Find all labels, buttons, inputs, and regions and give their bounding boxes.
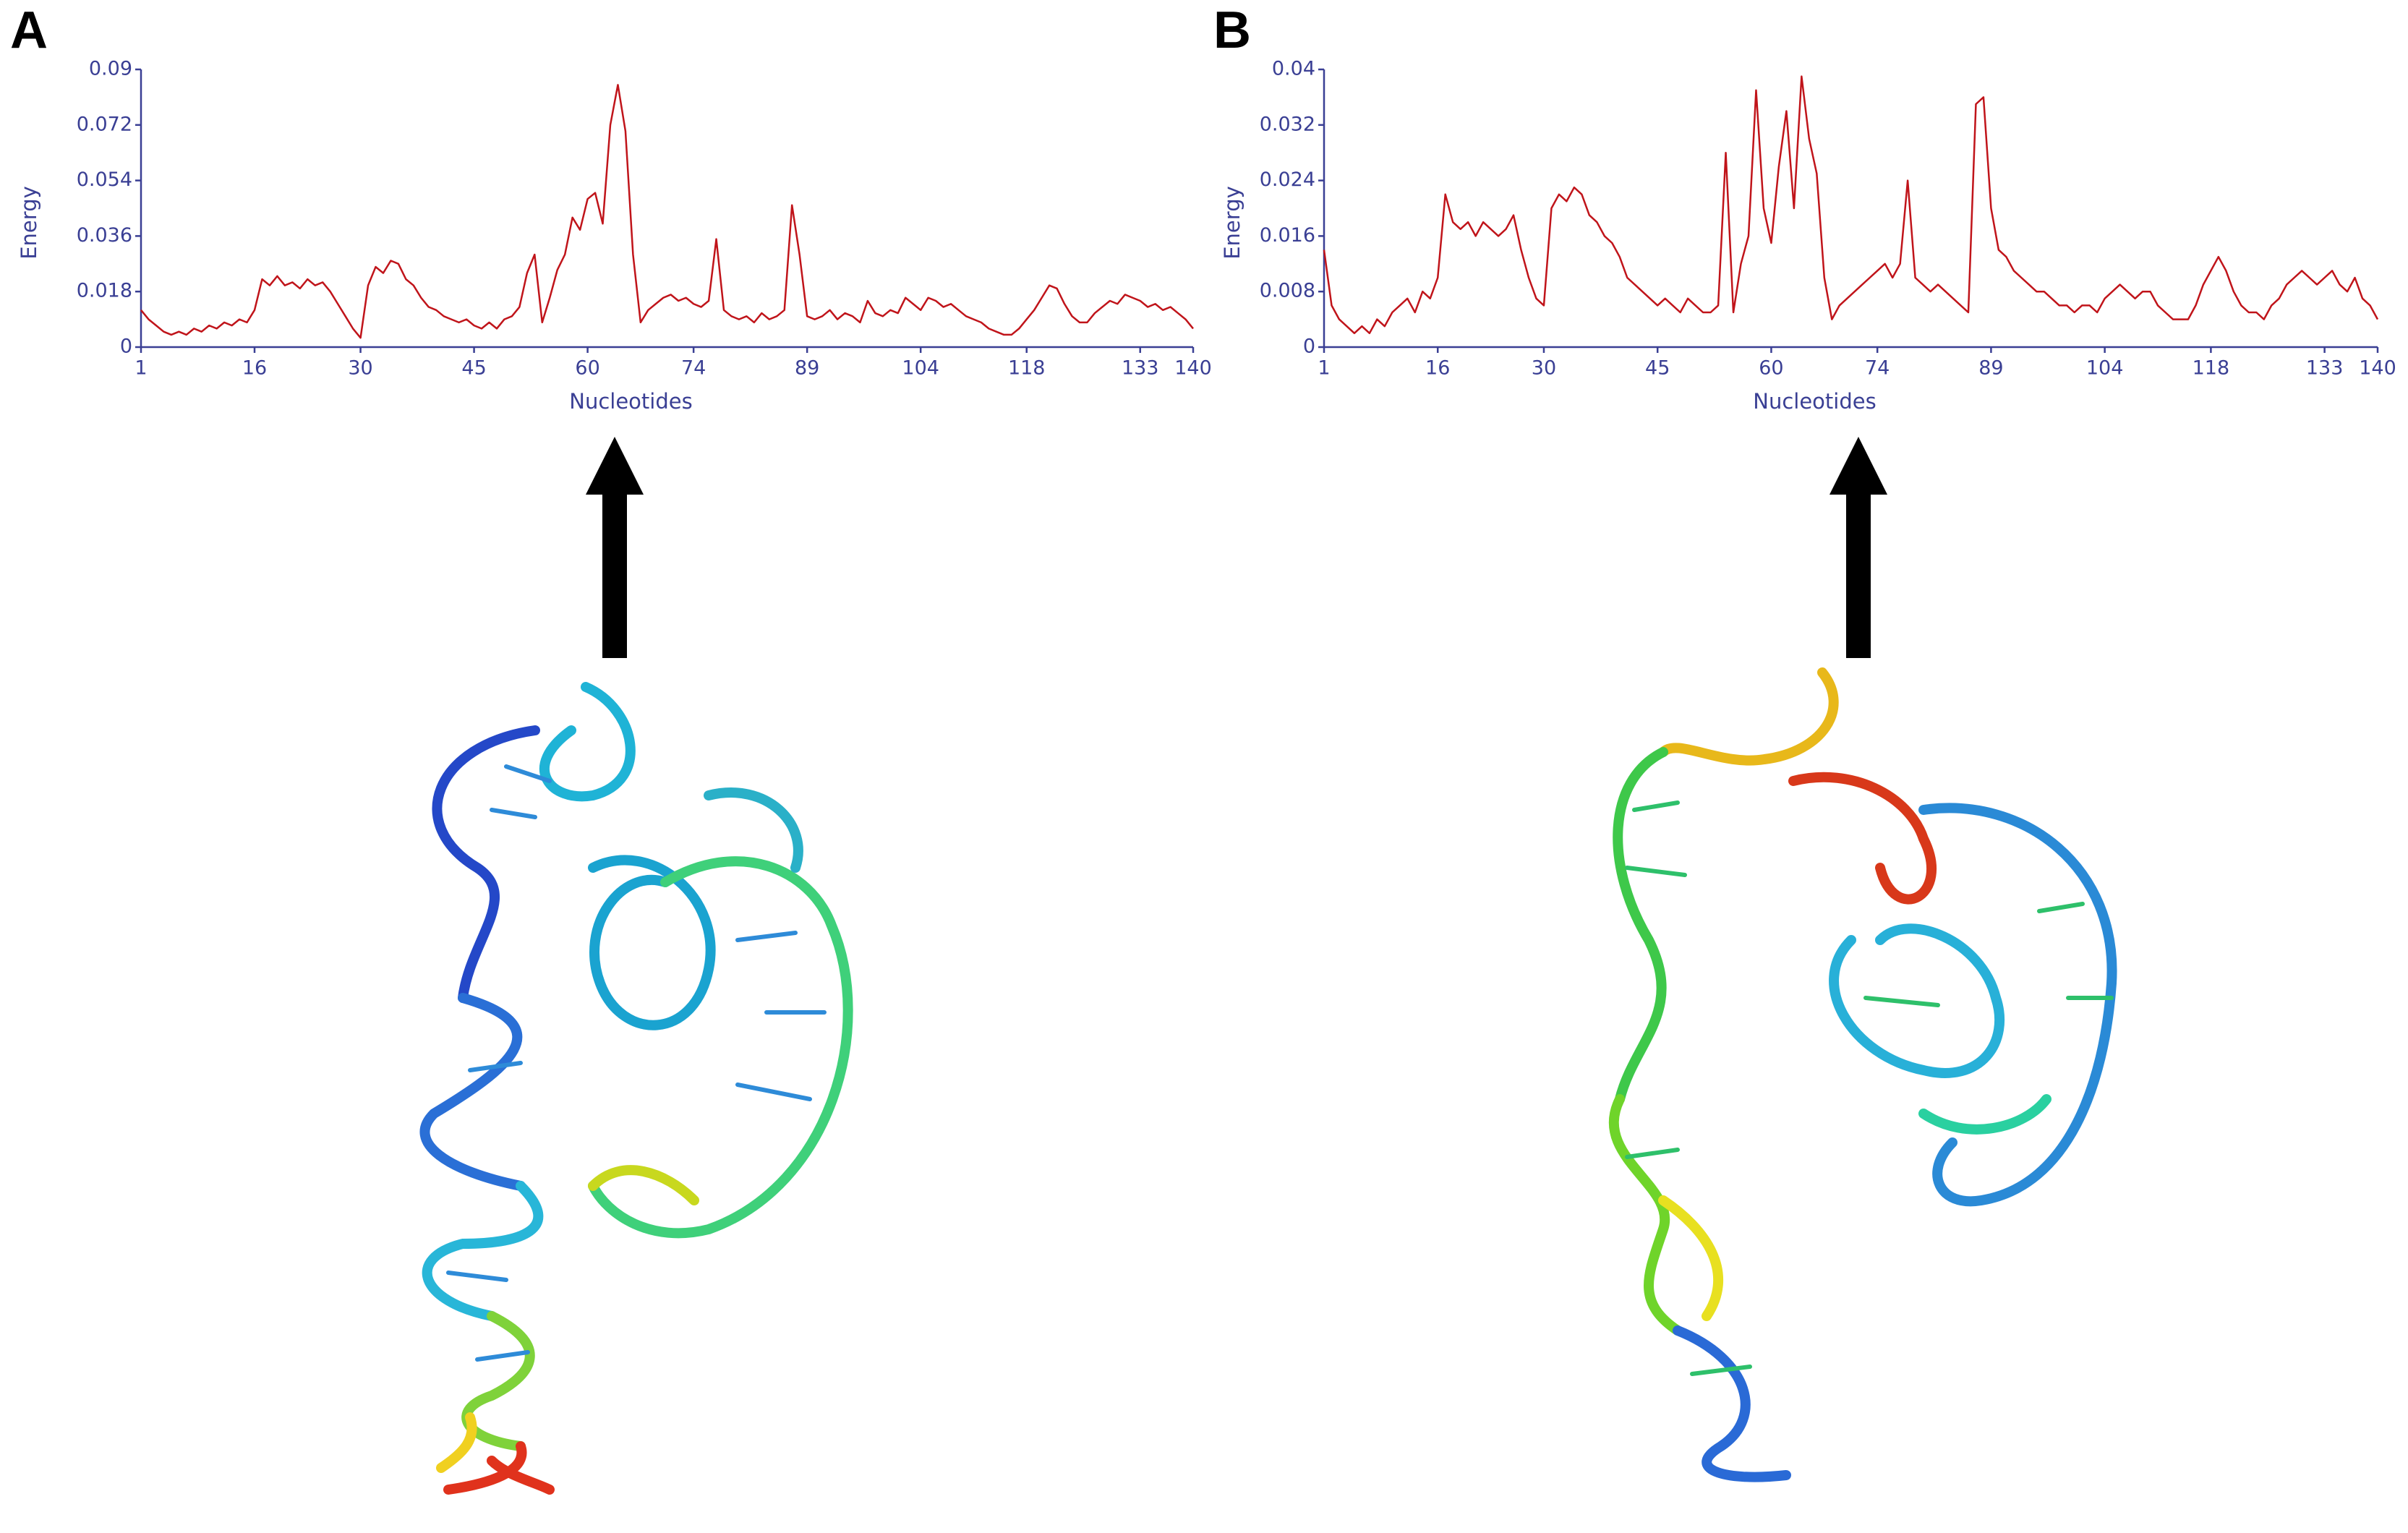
y-tick-label: 0.09: [89, 58, 132, 80]
x-tick-label: 104: [2086, 357, 2124, 380]
x-axis-label: Nucleotides: [569, 389, 692, 414]
x-tick-label: 30: [348, 357, 372, 380]
rna-structure: [1609, 667, 2117, 1482]
rna-structure: [419, 682, 853, 1495]
y-tick-label: 0.036: [77, 224, 132, 247]
x-tick-label: 45: [1645, 357, 1670, 380]
x-tick-label: 1: [135, 357, 147, 380]
panel-label: B: [1213, 1, 1251, 59]
x-tick-label: 89: [1978, 357, 2003, 380]
y-tick-label: 0.018: [77, 280, 132, 302]
x-tick-label: 133: [1122, 357, 1159, 380]
y-tick-label: 0.016: [1260, 224, 1315, 247]
x-tick-label: 1: [1318, 357, 1330, 380]
x-tick-label: 89: [795, 357, 819, 380]
x-tick-label: 104: [902, 357, 939, 380]
x-tick-label: 74: [681, 357, 706, 380]
x-tick-label: 60: [575, 357, 599, 380]
x-tick-label: 140: [1174, 357, 1212, 380]
y-tick-label: 0.024: [1260, 168, 1315, 191]
x-tick-label: 74: [1865, 357, 1890, 380]
y-tick-label: 0: [120, 336, 132, 358]
x-tick-label: 45: [461, 357, 486, 380]
y-tick-label: 0.054: [77, 168, 132, 191]
x-tick-label: 16: [242, 357, 267, 380]
x-axis-label: Nucleotides: [1753, 389, 1876, 414]
y-tick-label: 0: [1303, 336, 1315, 358]
panel-label: A: [10, 1, 48, 59]
x-tick-label: 133: [2306, 357, 2344, 380]
x-tick-label: 60: [1759, 357, 1783, 380]
data-line: [140, 84, 1194, 339]
x-tick-label: 118: [2193, 357, 2230, 380]
x-tick-label: 118: [1008, 357, 1046, 380]
x-tick-label: 16: [1425, 357, 1450, 380]
y-tick-label: 0.032: [1260, 113, 1315, 135]
y-axis-label: Energy: [1220, 186, 1244, 260]
x-tick-label: 140: [2359, 357, 2396, 380]
y-tick-label: 0.04: [1272, 58, 1315, 80]
arrow: [586, 437, 644, 658]
arrow: [1830, 437, 1887, 658]
data-line: [1323, 75, 2379, 335]
y-tick-label: 0.072: [77, 113, 132, 135]
y-tick-label: 0.008: [1260, 280, 1315, 302]
y-axis-label: Energy: [17, 186, 41, 260]
x-tick-label: 30: [1532, 357, 1556, 380]
